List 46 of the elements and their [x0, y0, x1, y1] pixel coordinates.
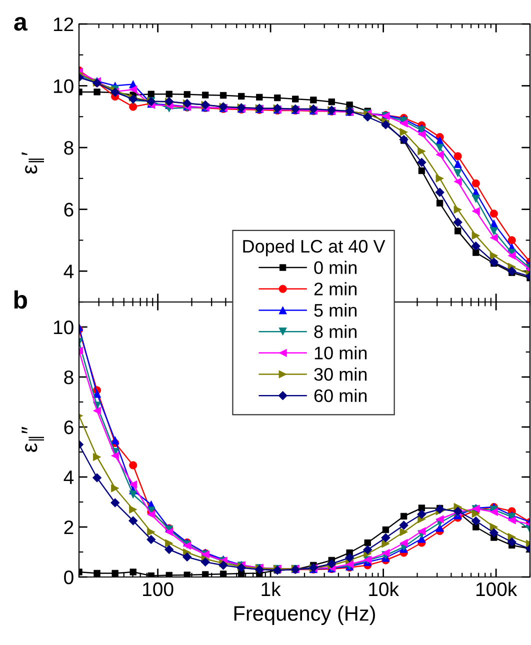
legend-label: 8 min: [314, 324, 356, 338]
point: [382, 526, 390, 534]
point: [489, 528, 499, 538]
point: [489, 258, 499, 267]
legend-label: 0 min: [314, 260, 356, 274]
point: [182, 552, 192, 562]
point: [94, 570, 100, 577]
x-axis-title: Frequency (Hz): [234, 606, 375, 625]
y-axis-title: ε$_{∥}$′: [22, 152, 44, 174]
x-tick-label: 100k: [476, 582, 518, 596]
legend-label: 2 min: [314, 282, 356, 296]
text: a: [14, 17, 28, 31]
point: [344, 553, 354, 562]
y-tick-label: 8: [64, 370, 74, 384]
point: [381, 120, 390, 130]
point: [507, 537, 516, 547]
y-tick-label: 12: [54, 17, 74, 32]
legend-label: 30 min: [314, 368, 367, 381]
point: [148, 572, 154, 577]
point: [92, 406, 102, 415]
y-tick-label: 8: [64, 141, 74, 155]
y-tick-label: 4: [64, 470, 74, 484]
point: [364, 539, 371, 546]
y-tick-label: 10: [54, 79, 74, 94]
y-tick-label: 0: [64, 570, 74, 584]
legend-label: 10 min: [314, 346, 367, 360]
y-tick-label: 4: [64, 264, 74, 278]
point: [400, 512, 408, 520]
point: [220, 92, 227, 99]
x-tick-label: 1k: [262, 582, 281, 596]
y-tick-label: 6: [64, 420, 74, 434]
point: [146, 534, 156, 544]
y-tick-label: 10: [54, 320, 74, 334]
legend-title: Doped LC at 40 V: [243, 239, 386, 256]
x-tick-label: 10k: [369, 582, 400, 596]
x-tick-label: 100: [143, 582, 174, 596]
y-axis-title: ε$_{∥}$″: [22, 426, 44, 452]
point: [128, 516, 138, 526]
y-tick-label: 6: [64, 202, 74, 217]
legend-label: 60 min: [314, 388, 367, 402]
point: [238, 92, 245, 100]
text: b: [14, 290, 27, 309]
point: [418, 167, 426, 174]
y-tick-label: 2: [64, 520, 74, 534]
point: [363, 545, 372, 554]
legend-label: 5 min: [314, 303, 356, 317]
